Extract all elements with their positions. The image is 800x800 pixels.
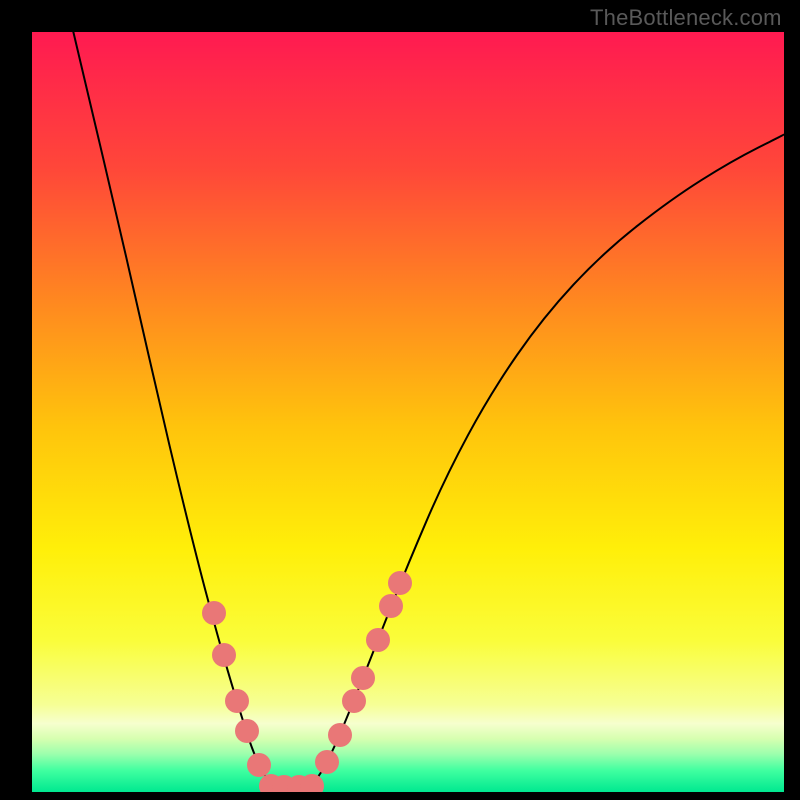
data-marker: [202, 601, 226, 625]
plot-area: [32, 32, 784, 792]
data-marker: [235, 719, 259, 743]
data-marker: [388, 571, 412, 595]
data-marker: [300, 774, 324, 792]
data-marker: [342, 689, 366, 713]
data-marker: [212, 643, 236, 667]
data-marker: [351, 666, 375, 690]
data-marker: [328, 723, 352, 747]
curve-layer: [32, 32, 784, 792]
data-marker: [315, 750, 339, 774]
data-marker: [225, 689, 249, 713]
watermark-text: TheBottleneck.com: [590, 5, 782, 31]
data-marker: [379, 594, 403, 618]
bottleneck-curve: [73, 32, 784, 788]
data-marker: [366, 628, 390, 652]
